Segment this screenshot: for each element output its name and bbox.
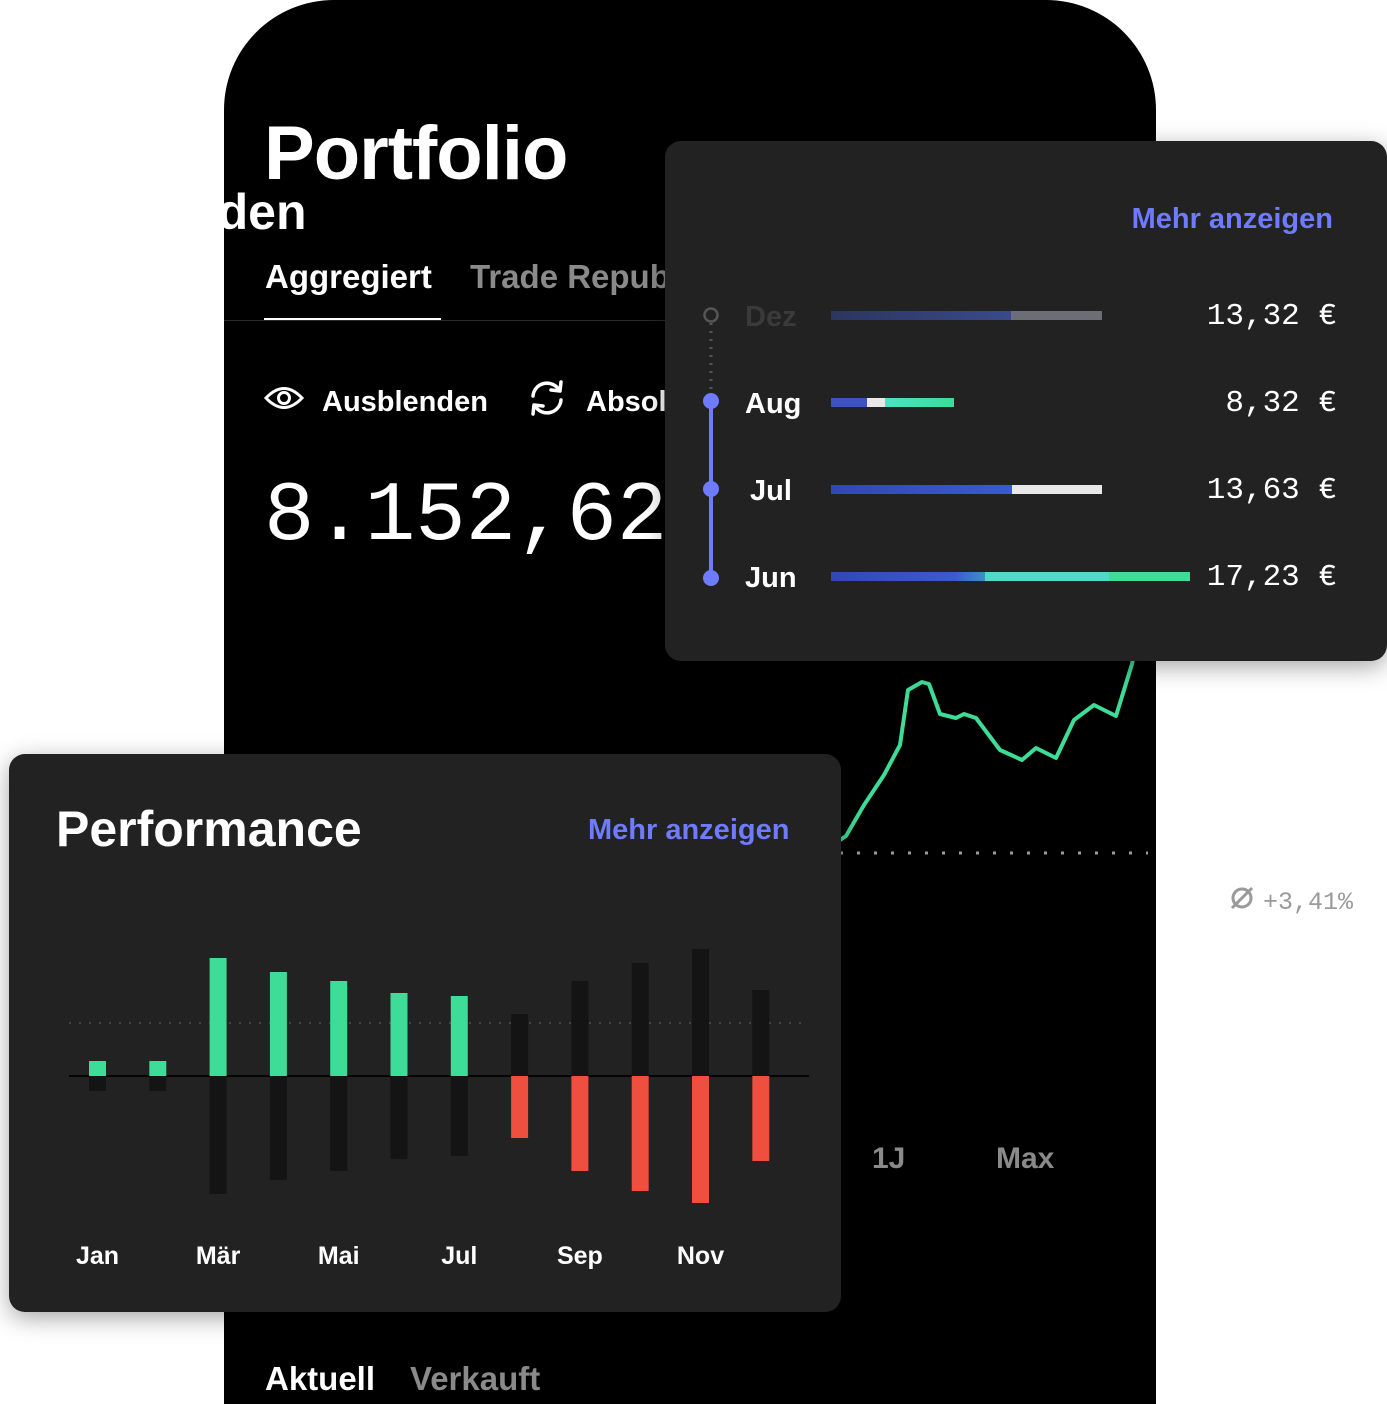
- dividend-month: Aug: [745, 388, 802, 420]
- timeline-dot-jul: [703, 481, 719, 497]
- dividend-bar: [831, 311, 1102, 320]
- dividends-title: Dividenden: [37, 184, 307, 240]
- bar-Aug[interactable]: [511, 1076, 529, 1138]
- tab-verkauft[interactable]: Verkauft: [410, 1360, 541, 1397]
- active-tab-indicator: [264, 318, 441, 321]
- dividend-row-jun[interactable]: Jun 17,23 €: [665, 552, 1387, 602]
- dividends-card: Dez 13,32 € Aug 8,32 € Jul 13,63 € Jun 1…: [665, 141, 1387, 661]
- range-1j-button[interactable]: 1J: [872, 1142, 906, 1175]
- hide-button[interactable]: Ausblenden: [263, 380, 488, 424]
- dividend-month: Dez: [745, 301, 797, 333]
- portfolio-line-chart: [838, 619, 1148, 855]
- x-tick-label: Sep: [557, 1242, 603, 1270]
- dividend-timeline: [703, 307, 719, 586]
- average-icon: [1229, 885, 1255, 919]
- dividend-month: Jun: [745, 562, 797, 594]
- bar-Dez[interactable]: [752, 1076, 770, 1161]
- absolute-button-label: Absol: [586, 385, 667, 418]
- page-title: Portfolio: [264, 111, 568, 196]
- refresh-icon: [526, 378, 568, 426]
- dividend-value: 8,32 €: [1225, 386, 1337, 421]
- x-tick-label: Jan: [76, 1242, 119, 1270]
- portfolio-line: [838, 619, 1144, 842]
- dividend-bar: [831, 485, 1102, 494]
- bar-Mär[interactable]: [209, 958, 227, 1076]
- x-tick-label: Nov: [677, 1242, 724, 1270]
- dividend-bar: [831, 572, 1190, 581]
- bar-Okt[interactable]: [631, 1076, 649, 1191]
- bar-Jul[interactable]: [450, 996, 468, 1076]
- tab-trade-republic[interactable]: Trade Repub: [470, 258, 670, 295]
- bar-Nov[interactable]: [692, 1076, 709, 1203]
- hide-button-label: Ausblenden: [322, 385, 488, 418]
- dividend-row-dez[interactable]: Dez 13,32 €: [665, 291, 1387, 341]
- bar-Feb[interactable]: [149, 1061, 167, 1076]
- range-max-button[interactable]: Max: [996, 1142, 1055, 1175]
- tab-aggregiert[interactable]: Aggregiert: [265, 258, 432, 295]
- timeline-dot-jun: [703, 570, 719, 586]
- timeline-dot-dez: [703, 307, 719, 323]
- performance-average: +3,41%: [1229, 885, 1353, 919]
- tab-aktuell[interactable]: Aktuell: [265, 1360, 376, 1397]
- dividend-value: 13,32 €: [1206, 299, 1337, 334]
- performance-title: Performance: [56, 801, 362, 857]
- timeline-dot-aug: [703, 393, 719, 409]
- dividends-more-link[interactable]: Mehr anzeigen: [1131, 203, 1333, 235]
- bar-Jan[interactable]: [89, 1061, 106, 1076]
- dividend-row-jul[interactable]: Jul 13,63 €: [665, 465, 1387, 515]
- dividend-value: 13,63 €: [1206, 473, 1337, 508]
- bar-Mai[interactable]: [330, 981, 348, 1076]
- dividend-row-aug[interactable]: Aug 8,32 €: [665, 378, 1387, 428]
- portfolio-balance: 8.152,62: [264, 470, 668, 565]
- eye-icon: [263, 383, 305, 421]
- performance-bar-chart: Jan Mär Mai Jul Sep Nov: [69, 949, 809, 1270]
- bar-Jun[interactable]: [390, 993, 408, 1076]
- x-tick-label: Mai: [318, 1242, 360, 1270]
- average-value: +3,41%: [1262, 887, 1353, 917]
- x-tick-label: Mär: [196, 1242, 241, 1270]
- bar-Sep[interactable]: [571, 1076, 589, 1171]
- dividend-value: 17,23 €: [1206, 560, 1337, 595]
- x-tick-label: Jul: [441, 1242, 477, 1270]
- dividend-month: Jul: [750, 475, 792, 507]
- dividend-bar: [831, 398, 954, 407]
- absolute-toggle-button[interactable]: Absol: [526, 380, 667, 424]
- bar-Apr[interactable]: [269, 972, 287, 1076]
- performance-more-link[interactable]: Mehr anzeigen: [588, 814, 790, 846]
